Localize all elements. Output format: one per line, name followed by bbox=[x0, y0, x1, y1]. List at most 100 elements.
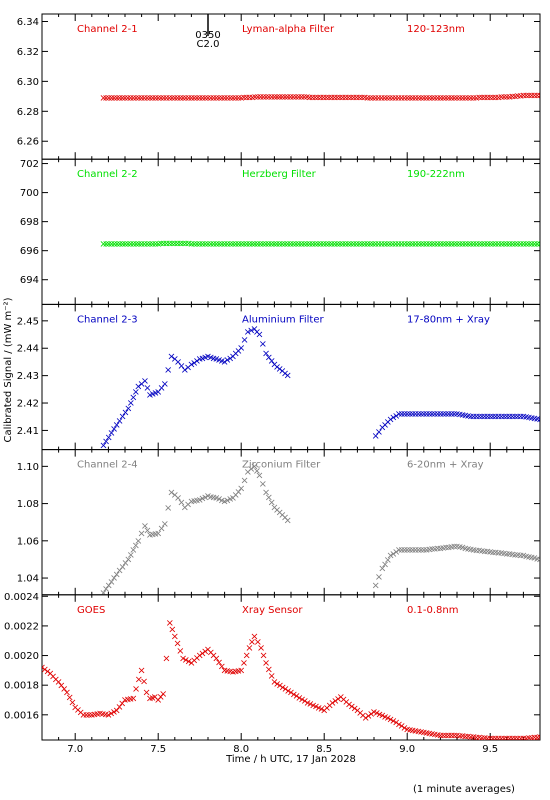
data-point: × bbox=[196, 93, 204, 104]
data-point: × bbox=[453, 409, 461, 420]
data-point: × bbox=[472, 93, 480, 104]
data-point: × bbox=[179, 239, 187, 250]
data-point: × bbox=[386, 414, 394, 425]
data-point: × bbox=[121, 408, 129, 419]
data-point: × bbox=[492, 548, 500, 559]
data-point: × bbox=[234, 666, 242, 677]
data-point: × bbox=[229, 239, 237, 250]
data-point: × bbox=[403, 725, 411, 736]
data-point: × bbox=[107, 239, 115, 250]
data-point: × bbox=[209, 93, 217, 104]
data-point: × bbox=[339, 695, 347, 706]
data-point: × bbox=[281, 239, 289, 250]
y-tick-label: 2.44 bbox=[17, 344, 39, 355]
data-point: × bbox=[243, 93, 251, 104]
data-point: × bbox=[428, 409, 436, 420]
data-point: × bbox=[392, 547, 400, 558]
data-point: × bbox=[436, 93, 444, 104]
data-point: × bbox=[422, 409, 430, 420]
data-point: × bbox=[157, 239, 165, 250]
data-point: × bbox=[126, 93, 134, 104]
y-tick-label: 0.0024 bbox=[4, 592, 39, 603]
data-point: × bbox=[528, 239, 536, 250]
y-tick-label: 6.30 bbox=[17, 77, 39, 88]
data-point: × bbox=[179, 93, 187, 104]
data-point: × bbox=[204, 239, 212, 250]
data-point: × bbox=[127, 398, 135, 409]
data-point: × bbox=[220, 497, 228, 508]
data-point: × bbox=[162, 654, 170, 665]
data-point: × bbox=[118, 412, 126, 423]
data-point: × bbox=[127, 550, 135, 561]
data-point: × bbox=[494, 92, 502, 103]
data-point: × bbox=[519, 91, 527, 102]
data-point: × bbox=[159, 689, 167, 700]
data-point: × bbox=[505, 239, 513, 250]
data-point: × bbox=[279, 682, 287, 693]
data-point: × bbox=[181, 502, 189, 513]
data-point: × bbox=[442, 543, 450, 554]
data-point: × bbox=[113, 420, 121, 431]
data-point: × bbox=[516, 412, 524, 423]
data-point: × bbox=[414, 239, 422, 250]
data-point: × bbox=[135, 239, 143, 250]
data-point: × bbox=[257, 643, 265, 654]
data-point: × bbox=[381, 420, 389, 431]
data-point: × bbox=[480, 412, 488, 423]
data-point: × bbox=[146, 694, 154, 705]
data-point: × bbox=[270, 677, 278, 688]
data-point: × bbox=[184, 656, 192, 667]
data-point: × bbox=[375, 572, 383, 583]
y-axis-label: Calibrated Signal / (mW m⁻²) bbox=[3, 297, 14, 442]
data-point: × bbox=[303, 698, 311, 709]
data-point: × bbox=[411, 409, 419, 420]
data-point: × bbox=[400, 239, 408, 250]
data-point: × bbox=[494, 734, 502, 745]
channel-label: Channel 2-2 bbox=[77, 169, 138, 180]
data-point: × bbox=[533, 239, 541, 250]
data-point: × bbox=[223, 495, 231, 506]
data-point: × bbox=[514, 91, 522, 102]
data-point: × bbox=[141, 521, 149, 532]
data-point: × bbox=[530, 733, 538, 744]
data-point: × bbox=[212, 354, 220, 365]
data-point: × bbox=[88, 710, 96, 721]
data-point: × bbox=[226, 666, 234, 677]
data-point: × bbox=[483, 93, 491, 104]
data-point: × bbox=[489, 547, 497, 558]
data-point: × bbox=[129, 393, 137, 404]
data-point: × bbox=[436, 239, 444, 250]
data-point: × bbox=[270, 239, 278, 250]
data-point: × bbox=[305, 92, 313, 103]
data-point: × bbox=[380, 93, 388, 104]
data-point: × bbox=[439, 543, 447, 554]
data-point: × bbox=[207, 648, 215, 659]
data-point: × bbox=[461, 543, 469, 554]
data-point: × bbox=[469, 239, 477, 250]
data-point: × bbox=[132, 239, 140, 250]
data-series: ××××××××××××××××××××××××××××××××××××××××… bbox=[99, 461, 540, 594]
data-point: × bbox=[297, 239, 305, 250]
data-point: × bbox=[478, 239, 486, 250]
data-point: × bbox=[110, 707, 118, 718]
data-point: × bbox=[433, 409, 441, 420]
data-point: × bbox=[99, 239, 107, 250]
data-point: × bbox=[176, 646, 184, 657]
data-point: × bbox=[207, 492, 215, 503]
data-point: × bbox=[347, 239, 355, 250]
data-point: × bbox=[218, 93, 226, 104]
x-tick-label: 7.5 bbox=[150, 744, 166, 755]
data-point: × bbox=[270, 92, 278, 103]
x-tick-label: 8.0 bbox=[233, 744, 249, 755]
data-point: × bbox=[464, 239, 472, 250]
data-point: × bbox=[234, 239, 242, 250]
data-point: × bbox=[196, 354, 204, 365]
data-point: × bbox=[478, 546, 486, 557]
data-series: ××××××××××××××××××××××××××××××××××××××××… bbox=[42, 618, 540, 745]
data-point: × bbox=[57, 681, 65, 692]
filter-label: Herzberg Filter bbox=[242, 169, 317, 180]
data-point: × bbox=[184, 500, 192, 511]
data-point: × bbox=[420, 93, 428, 104]
y-tick-label: 2.42 bbox=[17, 399, 39, 410]
data-point: × bbox=[467, 732, 475, 743]
